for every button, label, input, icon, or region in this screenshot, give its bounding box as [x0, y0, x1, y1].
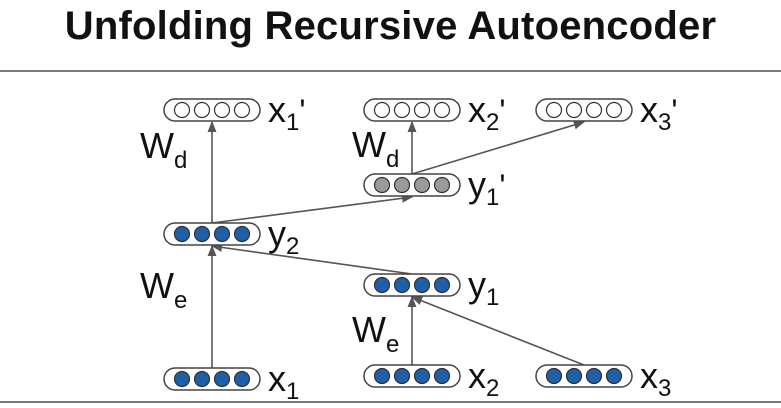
node-x3p [535, 98, 633, 122]
node-unit [433, 276, 451, 294]
node-capsule [163, 222, 261, 246]
node-y1p [363, 173, 461, 197]
node-capsule [363, 273, 461, 297]
node-unit [373, 101, 391, 119]
node-unit [173, 225, 191, 243]
node-x2p [363, 98, 461, 122]
node-unit [413, 176, 431, 194]
node-unit [173, 101, 191, 119]
node-label-x3p: x3' [640, 89, 677, 136]
weight-label-wd-right: Wd [352, 124, 399, 173]
node-unit [565, 101, 583, 119]
node-unit [605, 367, 623, 385]
node-unit [433, 101, 451, 119]
node-label-x2p: x2' [468, 89, 505, 136]
edge-x3-to-y1 [410, 296, 585, 366]
node-unit [233, 101, 251, 119]
node-unit [433, 367, 451, 385]
node-unit [413, 367, 431, 385]
node-capsule [535, 98, 633, 122]
node-x2 [363, 364, 461, 388]
node-label-y1: y1 [468, 264, 499, 311]
nodes-layer [163, 98, 633, 391]
node-unit [213, 225, 231, 243]
node-unit [233, 370, 251, 388]
node-label-y2: y2 [268, 213, 299, 260]
node-unit [193, 370, 211, 388]
edge-y1-to-y2 [210, 242, 413, 275]
edge-y2-to-y1p [211, 193, 414, 224]
node-x3 [535, 364, 633, 388]
node-label-x1: x1 [268, 358, 299, 405]
node-label-y1p: y1' [468, 164, 505, 211]
node-unit [585, 101, 603, 119]
node-unit [193, 225, 211, 243]
node-unit [413, 276, 431, 294]
node-unit [393, 101, 411, 119]
node-unit [585, 367, 603, 385]
node-unit [413, 101, 431, 119]
edge-y1p-to-x3p [411, 120, 586, 175]
node-unit [213, 370, 231, 388]
weight-label-we-right: We [352, 309, 399, 358]
node-unit [393, 276, 411, 294]
node-unit [213, 101, 231, 119]
node-capsule [363, 98, 461, 122]
node-capsule [163, 367, 261, 391]
node-unit [373, 176, 391, 194]
labels-layer: x1 x2 x3 y1 y2 y1' x1' x2' x3' We We Wd Wd [140, 89, 677, 405]
node-unit [373, 276, 391, 294]
weight-label-we-left: We [140, 265, 187, 314]
node-unit [433, 176, 451, 194]
bottom-divider [0, 401, 781, 403]
node-y1 [363, 273, 461, 297]
node-unit [393, 367, 411, 385]
node-unit [605, 101, 623, 119]
node-unit [545, 101, 563, 119]
node-label-x1p: x1' [268, 89, 305, 136]
node-capsule [363, 364, 461, 388]
node-unit [193, 101, 211, 119]
node-unit [173, 370, 191, 388]
top-divider [0, 70, 781, 72]
node-x1 [163, 367, 261, 391]
node-x1p [163, 98, 261, 122]
diagram-title: Unfolding Recursive Autoencoder [64, 4, 717, 48]
node-capsule [363, 173, 461, 197]
node-unit [393, 176, 411, 194]
node-unit [565, 367, 583, 385]
node-unit [233, 225, 251, 243]
edges-layer [207, 120, 586, 368]
weight-label-wd-left: Wd [140, 125, 187, 174]
node-unit [373, 367, 391, 385]
node-capsule [535, 364, 633, 388]
node-label-x2: x2 [468, 355, 499, 402]
node-unit [545, 367, 563, 385]
node-y2 [163, 222, 261, 246]
node-capsule [163, 98, 261, 122]
node-label-x3: x3 [640, 355, 671, 402]
